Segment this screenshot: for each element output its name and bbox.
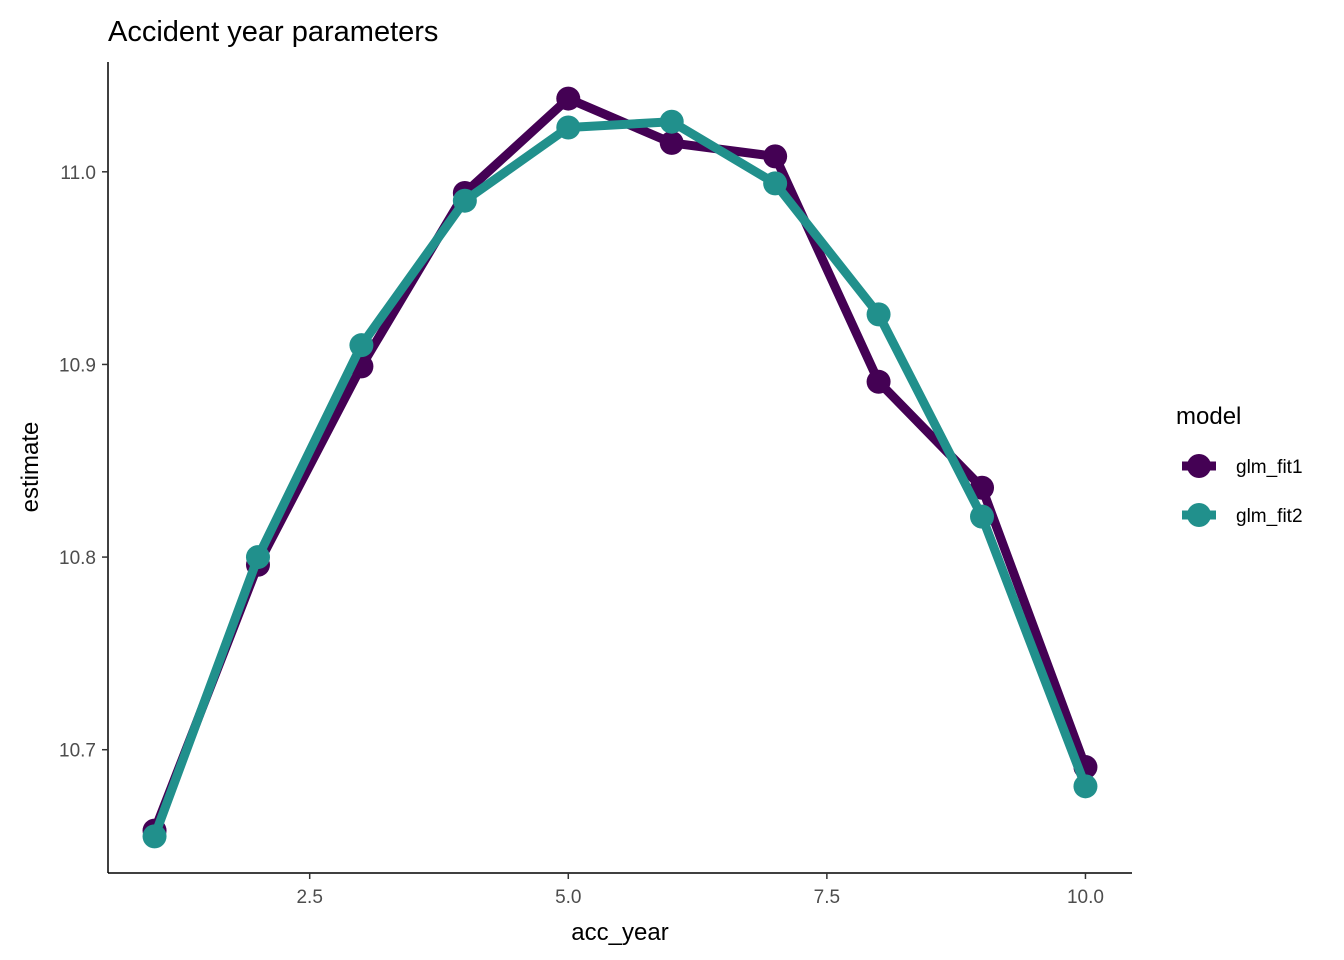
legend: model glm_fit1 glm_fit2 (1176, 403, 1303, 527)
data-point (866, 302, 891, 327)
data-point (659, 109, 684, 134)
legend-label: glm_fit2 (1236, 506, 1303, 527)
y-axis-title: estimate (17, 422, 44, 513)
data-point (763, 144, 788, 169)
data-point (970, 475, 995, 500)
x-tick-label: 7.5 (814, 887, 840, 908)
x-tick-label: 2.5 (296, 887, 322, 908)
y-tick-label: 11.0 (60, 163, 96, 184)
x-tick-label: 10.0 (1067, 887, 1104, 908)
legend-title: model (1176, 403, 1241, 430)
legend-label: glm_fit1 (1236, 457, 1303, 478)
data-point (556, 86, 581, 111)
legend-item-glm_fit1: glm_fit1 (1182, 454, 1303, 478)
series-glm_fit2 (142, 109, 1098, 849)
data-point (556, 115, 581, 140)
data-point (452, 188, 477, 213)
data-point (763, 171, 788, 196)
x-axis-ticks: 2.5 5.0 7.5 10.0 (296, 873, 1104, 908)
data-point (245, 545, 270, 570)
x-axis-title: acc_year (571, 919, 668, 946)
plot-area (142, 86, 1098, 849)
chart-title: Accident year parameters (108, 16, 438, 48)
series-line (150, 117, 1090, 841)
y-tick-label: 10.7 (59, 741, 96, 762)
data-point (659, 130, 684, 155)
y-tick-label: 10.9 (59, 355, 96, 376)
data-point (142, 824, 167, 849)
y-axis-ticks: 10.7 10.8 10.9 11.0 (59, 163, 108, 762)
series-line (150, 94, 1090, 836)
data-point (970, 504, 995, 529)
data-point (1073, 774, 1098, 799)
data-point (349, 333, 374, 358)
x-tick-label: 5.0 (555, 887, 581, 908)
legend-key-point (1187, 454, 1211, 478)
legend-items: glm_fit1 glm_fit2 (1182, 454, 1303, 527)
data-point (866, 369, 891, 394)
y-tick-label: 10.8 (59, 548, 96, 569)
legend-key-point (1187, 503, 1211, 527)
legend-item-glm_fit2: glm_fit2 (1182, 503, 1303, 527)
